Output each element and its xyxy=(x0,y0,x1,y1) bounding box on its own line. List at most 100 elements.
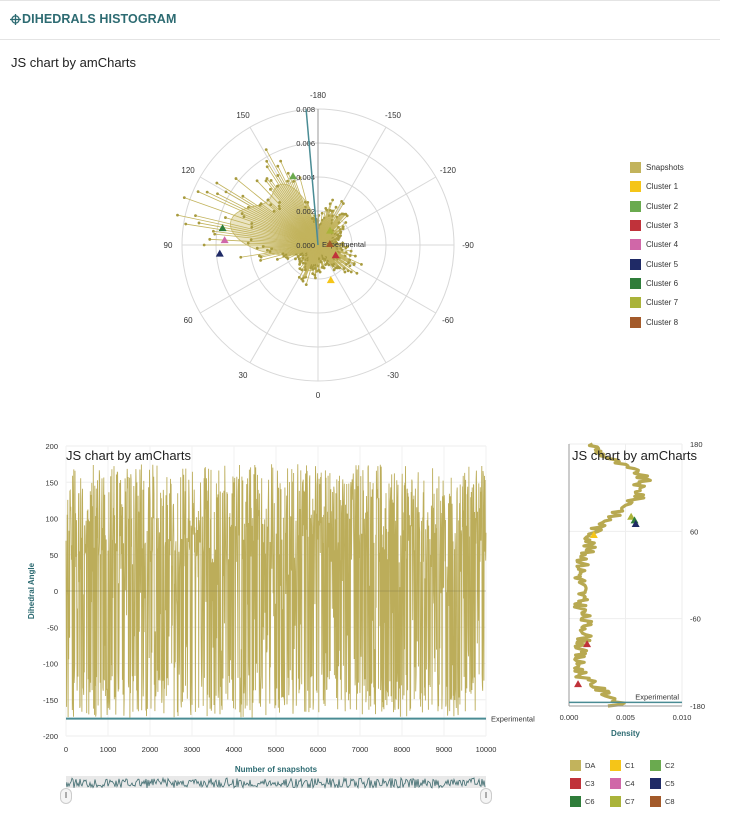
density-y-tick: -180 xyxy=(690,702,705,711)
density-legend-item[interactable]: C4 xyxy=(610,778,635,789)
snapshot-point xyxy=(286,179,289,183)
legend-swatch xyxy=(650,796,661,807)
snapshot-point xyxy=(270,247,273,251)
legend-item[interactable]: Cluster 6 xyxy=(630,274,684,293)
timeseries-chart: 200 150 100 50 0 -50 -100 -150 -200 0 1000 2000 3000… xyxy=(27,442,535,774)
snapshot-point xyxy=(342,267,346,270)
snapshot-point xyxy=(355,271,359,275)
timeseries-scrollbar[interactable] xyxy=(65,776,486,790)
snapshot-point xyxy=(304,283,308,287)
snapshot-point xyxy=(345,214,349,218)
legend-label: Snapshots xyxy=(646,163,684,173)
amcharts-credit-timeseries[interactable]: JS chart by amCharts xyxy=(66,448,191,463)
x-tick-label: 1000 xyxy=(100,745,117,754)
snapshot-point xyxy=(255,246,259,250)
snapshot-point xyxy=(278,200,281,204)
snapshot-point xyxy=(277,204,281,208)
polar-legend: Snapshots Cluster 1 Cluster 2 Cluster 3 Clus… xyxy=(630,158,684,332)
snapshot-point xyxy=(269,187,272,191)
snapshot-point xyxy=(347,261,350,265)
density-marker-c5 xyxy=(631,520,640,528)
legend-item[interactable]: Cluster 5 xyxy=(630,254,684,273)
snapshot-spike xyxy=(177,214,319,246)
snapshot-spike xyxy=(266,161,319,246)
experimental-line xyxy=(305,109,319,246)
density-legend-item[interactable]: C5 xyxy=(650,778,675,789)
snapshot-point xyxy=(213,232,217,236)
snapshot-point xyxy=(208,237,212,241)
snapshot-spike xyxy=(209,238,319,246)
snapshot-spike xyxy=(206,191,319,246)
legend-item[interactable]: Cluster 2 xyxy=(630,197,684,216)
legend-item[interactable]: Cluster 8 xyxy=(630,312,684,331)
legend-swatch xyxy=(630,277,641,289)
density-legend-item[interactable]: C8 xyxy=(650,796,675,807)
snapshot-point xyxy=(269,179,273,182)
density-y-tick: 180 xyxy=(690,440,703,449)
cluster-marker-8 xyxy=(325,239,334,247)
legend-swatch xyxy=(630,316,641,328)
density-legend-item[interactable]: C7 xyxy=(610,796,635,807)
cluster-marker-4 xyxy=(220,236,229,244)
scrollbar-right-handle[interactable]: ‖ xyxy=(480,788,492,804)
polar-angle-label: 0 xyxy=(316,391,321,400)
snapshot-spike xyxy=(198,222,319,246)
snapshot-point xyxy=(250,222,254,225)
legend-label: Cluster 8 xyxy=(646,317,679,327)
snapshot-point xyxy=(215,181,219,185)
legend-label: Cluster 5 xyxy=(646,259,679,269)
density-legend-item[interactable]: C1 xyxy=(610,760,635,771)
snapshot-point xyxy=(264,179,268,183)
legend-item[interactable]: Cluster 1 xyxy=(630,177,684,196)
snapshot-point xyxy=(276,184,279,188)
density-legend-item[interactable]: DA xyxy=(570,760,595,771)
density-chart: 180 60 -60 -180 0.000 0.005 0.010 Experimental D… xyxy=(560,440,705,738)
y-tick-label: -100 xyxy=(43,660,58,669)
density-legend-item[interactable]: C3 xyxy=(570,778,595,789)
y-tick-label: 150 xyxy=(45,478,58,487)
polar-histogram-chart: -180 -150 -120 -90 -60 -30 0 30 60 90 120 150 0.000 0… xyxy=(164,91,475,400)
legend-item[interactable]: Cluster 4 xyxy=(630,235,684,254)
snapshot-point xyxy=(341,225,345,229)
legend-label: C8 xyxy=(665,797,675,806)
x-axis-label: Number of snapshots xyxy=(235,765,318,774)
dihedral-series xyxy=(65,464,487,718)
legend-swatch xyxy=(650,760,661,771)
radial-tick-label: 0.004 xyxy=(296,173,315,182)
snapshot-spike xyxy=(265,149,319,246)
legend-item[interactable]: Cluster 7 xyxy=(630,293,684,312)
snapshot-point xyxy=(259,258,262,262)
snapshot-point xyxy=(268,249,272,253)
legend-swatch xyxy=(630,220,641,232)
snapshot-point xyxy=(249,238,253,242)
snapshot-point xyxy=(279,159,283,163)
snapshot-point xyxy=(320,211,324,215)
snapshot-point xyxy=(313,273,317,277)
snapshot-point xyxy=(298,267,302,271)
density-marker-c3 xyxy=(574,680,583,688)
legend-item[interactable]: Cluster 3 xyxy=(630,216,684,235)
density-legend-item[interactable]: C6 xyxy=(570,796,595,807)
legend-label: Cluster 2 xyxy=(646,201,679,211)
legend-label: C3 xyxy=(585,779,595,788)
polar-angle-label: -120 xyxy=(440,166,457,175)
polar-angle-label: -150 xyxy=(385,111,402,120)
snapshot-point xyxy=(276,174,280,177)
density-legend-item[interactable]: C2 xyxy=(650,760,675,771)
density-x-tick: 0.005 xyxy=(616,713,635,722)
legend-item[interactable]: Snapshots xyxy=(630,158,684,177)
snapshot-point xyxy=(301,261,305,265)
snapshot-spike xyxy=(197,191,319,246)
snapshot-point xyxy=(250,225,254,229)
snapshot-point xyxy=(340,248,344,252)
snapshot-point xyxy=(324,207,328,210)
scrollbar-left-handle[interactable]: ‖ xyxy=(60,788,72,804)
amcharts-credit-density[interactable]: JS chart by amCharts xyxy=(572,448,697,463)
amcharts-credit-polar[interactable]: JS chart by amCharts xyxy=(11,55,136,70)
radial-tick-label: 0.008 xyxy=(296,105,315,114)
snapshot-point xyxy=(348,254,352,257)
cluster-marker-2 xyxy=(288,172,297,180)
density-marker-c1 xyxy=(589,530,598,538)
snapshot-point xyxy=(348,264,352,268)
cluster-marker-7 xyxy=(326,226,335,234)
